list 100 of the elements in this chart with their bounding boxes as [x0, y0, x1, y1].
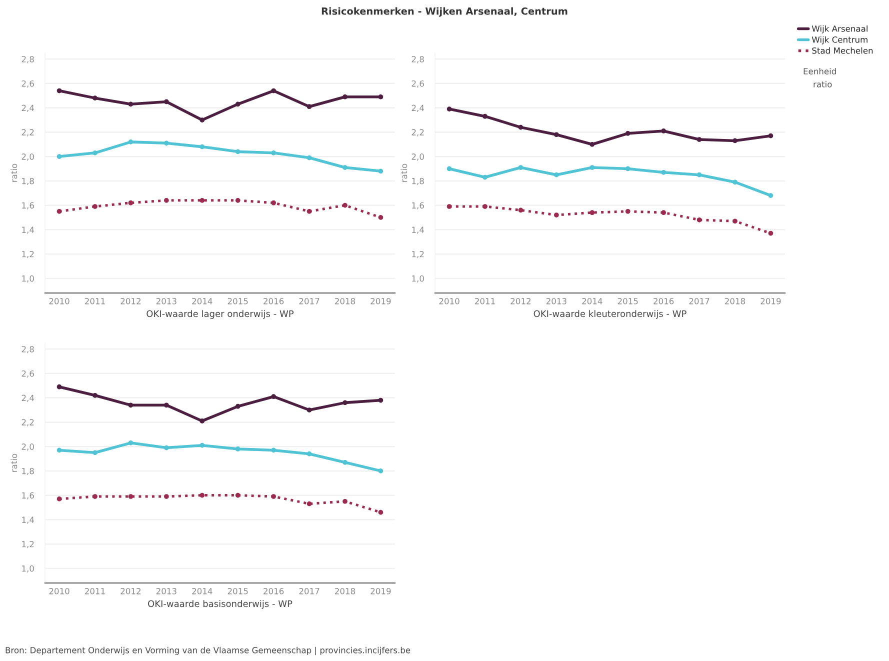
point	[446, 166, 452, 172]
point	[92, 96, 98, 101]
y-tick-label: 1,2	[412, 250, 424, 258]
point	[306, 155, 312, 160]
point	[518, 208, 524, 213]
point	[56, 154, 62, 159]
y-tick-label: 2,2	[22, 419, 34, 426]
y-tick-label: 1,6	[22, 492, 34, 500]
y-tick-label: 2,2	[22, 129, 34, 136]
x-tick-label: 2019	[760, 298, 781, 304]
point	[306, 451, 312, 456]
point	[128, 102, 134, 107]
point	[590, 210, 595, 216]
y-tick-label: 2,0	[22, 154, 34, 161]
point	[306, 104, 312, 110]
point	[554, 172, 559, 178]
x-tick-label: 2018	[335, 298, 356, 304]
x-tick-label: 2019	[370, 588, 391, 594]
x-tick-label: 2017	[299, 298, 320, 304]
point	[92, 450, 98, 456]
point	[164, 198, 169, 203]
x-tick-label: 2015	[228, 588, 248, 594]
point	[378, 510, 384, 515]
x-tick-label: 2017	[299, 588, 320, 594]
x-tick-label: 2019	[370, 298, 391, 304]
point	[590, 165, 595, 170]
point	[482, 174, 488, 180]
point	[661, 210, 666, 216]
y-tick-label: 2,0	[412, 154, 424, 161]
text: ratio	[814, 80, 832, 88]
y-tick-label: 2,2	[412, 129, 424, 136]
point	[482, 204, 488, 209]
point	[200, 118, 205, 122]
x-tick-label: 2016	[264, 298, 284, 304]
point	[271, 150, 276, 156]
point	[554, 132, 559, 138]
point	[128, 200, 134, 206]
point	[56, 208, 62, 214]
point	[378, 168, 384, 174]
point	[271, 200, 276, 206]
point	[235, 198, 240, 203]
point	[625, 130, 630, 136]
legend-label: Stad Mechelen	[812, 47, 873, 54]
point	[696, 137, 702, 142]
point	[200, 492, 205, 498]
point	[378, 468, 384, 474]
point	[696, 217, 702, 222]
point	[446, 106, 452, 112]
point	[128, 140, 134, 144]
y-tick-label: 1,2	[22, 540, 34, 548]
point	[661, 128, 666, 134]
x-tick-label: 2012	[120, 298, 140, 304]
point	[92, 392, 98, 398]
x-tick-label: 2010	[49, 298, 70, 304]
legend-label: Wijk Arsenaal	[812, 25, 868, 34]
x-tick-label: 2016	[654, 298, 674, 304]
x-tick-label: 2015	[618, 298, 638, 304]
point	[342, 202, 348, 208]
point	[128, 494, 134, 499]
point	[164, 494, 169, 499]
point	[271, 448, 276, 453]
point	[235, 404, 240, 409]
point	[92, 494, 98, 499]
x-tick-label: 2013	[156, 298, 176, 304]
text: Eenheid	[804, 68, 836, 74]
point	[768, 133, 774, 138]
y-axis-title: ratio	[400, 164, 408, 182]
point	[768, 230, 774, 236]
point	[518, 124, 524, 130]
y-tick-label: 2,6	[22, 370, 34, 378]
point	[306, 408, 312, 412]
x-axis-title: OKI-waarde lager onderwijs - WP	[146, 310, 294, 319]
y-tick-label: 1,6	[22, 202, 34, 210]
text: Bron: Departement Onderwijs en Vorming van de Vlaamse Gemeenschap | provincies.incijfers.be	[6, 646, 410, 656]
point	[554, 212, 559, 218]
x-tick-label: 2012	[510, 298, 530, 304]
x-tick-label: 2011	[475, 298, 495, 304]
point	[378, 215, 384, 220]
y-tick-label: 1,6	[412, 202, 424, 210]
x-tick-label: 2014	[192, 588, 212, 594]
point	[200, 198, 205, 203]
y-tick-label: 2,0	[22, 444, 34, 451]
y-tick-label: 2,6	[412, 80, 424, 88]
point	[378, 94, 384, 100]
point	[56, 384, 62, 390]
point	[342, 94, 348, 100]
y-axis-title: ratio	[10, 454, 18, 472]
point	[200, 418, 205, 424]
point	[696, 172, 702, 178]
y-tick-label: 2,4	[22, 104, 34, 112]
point	[164, 445, 169, 450]
point	[164, 140, 169, 146]
y-tick-label: 1,4	[412, 226, 424, 234]
y-tick-label: 1,0	[412, 275, 424, 283]
x-tick-label: 2018	[725, 298, 746, 304]
point	[56, 448, 62, 453]
point	[56, 88, 62, 94]
point	[378, 398, 384, 403]
y-tick-label: 2,8	[22, 56, 34, 64]
y-tick-label: 2,4	[412, 104, 424, 112]
